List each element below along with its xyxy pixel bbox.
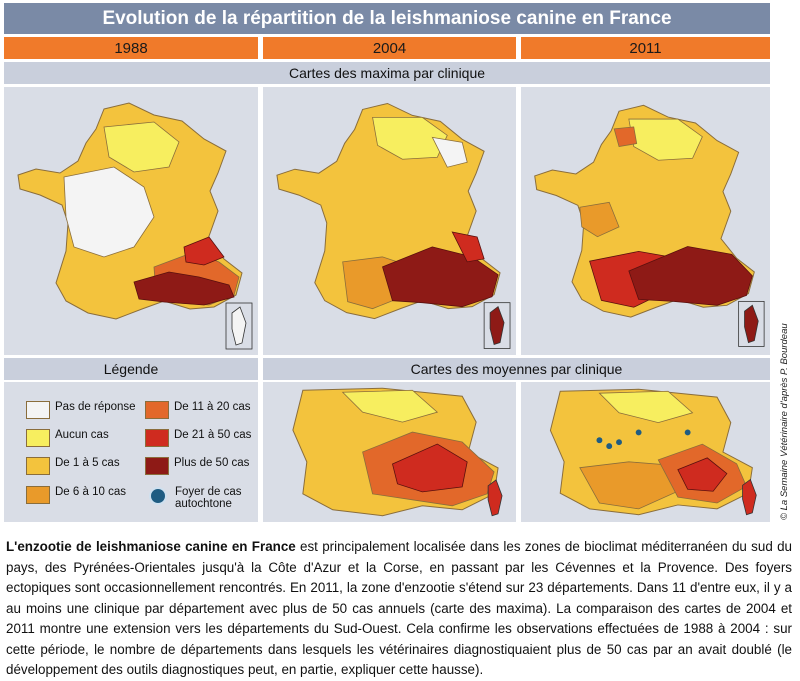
legend-item-aucun-cas: Aucun cas — [26, 429, 109, 447]
caption-body: est principalement localisée dans les zo… — [6, 539, 792, 677]
year-header-2011: 2011 — [521, 37, 770, 59]
section-maxima-header: Cartes des maxima par clinique — [4, 62, 770, 84]
legend-item-1-5: De 1 à 5 cas — [26, 457, 120, 475]
legend-item-foyer: Foyer de cas autochtone — [145, 486, 241, 510]
foyer-dot-icon — [616, 439, 622, 446]
legend-item-11-20: De 11 à 20 cas — [145, 401, 251, 419]
map-maxima-2004 — [263, 87, 516, 355]
legend-title: Légende — [4, 358, 258, 380]
credit-text: © La Semaine Vétérinaire d'après P. Bour… — [779, 323, 790, 520]
figure-title: Evolution de la répartition de la leishm… — [4, 3, 770, 34]
caption: L'enzootie de leishmaniose canine en Fra… — [6, 537, 792, 681]
legend-foyer-label: Foyer de cas autochtone — [175, 486, 241, 510]
legend-swatch — [145, 401, 169, 419]
foyer-dot-icon — [684, 429, 691, 436]
france-map-maxima-1988 — [17, 102, 253, 350]
legend-item-plus-50: Plus de 50 cas — [145, 457, 249, 475]
foyer-dot-icon — [149, 487, 167, 505]
france-map-moyennes-2011 — [549, 388, 757, 516]
foyer-dot-icon — [596, 437, 603, 444]
legend-label: De 11 à 20 cas — [174, 401, 251, 413]
legend-label: Aucun cas — [55, 429, 109, 441]
france-map-maxima-2004 — [276, 102, 511, 349]
year-header-1988: 1988 — [4, 37, 258, 59]
legend-item-pas-de-reponse: Pas de réponse — [26, 401, 136, 419]
caption-lead: L'enzootie de leishmaniose canine en Fra… — [6, 539, 296, 554]
legend-swatch — [26, 429, 50, 447]
legend-foyer-line2: autochtone — [175, 498, 232, 510]
legend: Pas de réponse Aucun cas De 1 à 5 cas De… — [4, 382, 258, 522]
map-moyennes-2011 — [521, 382, 770, 522]
legend-swatch — [26, 401, 50, 419]
legend-label: De 1 à 5 cas — [55, 457, 120, 469]
map-maxima-2011 — [521, 87, 770, 355]
foyer-dot-icon — [606, 443, 613, 450]
legend-item-6-10: De 6 à 10 cas — [26, 486, 126, 504]
legend-item-21-50: De 21 à 50 cas — [145, 429, 251, 447]
legend-label: Pas de réponse — [55, 401, 136, 413]
foyer-dot-icon — [635, 429, 642, 436]
section-moyennes-header: Cartes des moyennes par clinique — [263, 358, 770, 380]
legend-swatch — [145, 457, 169, 475]
france-map-moyennes-2004 — [292, 387, 503, 517]
legend-swatch — [145, 429, 169, 447]
year-header-2004: 2004 — [263, 37, 516, 59]
legend-label: Plus de 50 cas — [174, 457, 250, 469]
legend-swatch — [26, 486, 50, 504]
map-moyennes-2004 — [263, 382, 516, 522]
france-map-maxima-2011 — [534, 104, 765, 347]
map-maxima-1988 — [4, 87, 258, 355]
legend-label: De 6 à 10 cas — [55, 486, 126, 498]
legend-label: De 21 à 50 cas — [174, 429, 252, 441]
legend-foyer-line1: Foyer de cas — [175, 486, 242, 498]
legend-swatch — [26, 457, 50, 475]
